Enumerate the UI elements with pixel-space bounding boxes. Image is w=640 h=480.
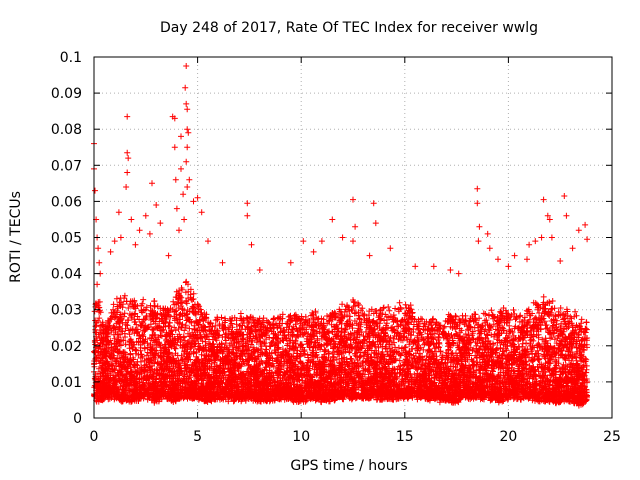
data-point <box>540 293 547 300</box>
data-point <box>96 315 103 322</box>
data-points <box>91 63 591 409</box>
data-point <box>96 298 103 305</box>
data-point <box>181 327 188 334</box>
data-point <box>140 296 147 303</box>
data-point <box>386 307 393 314</box>
data-point <box>339 301 346 308</box>
data-point <box>419 316 426 323</box>
data-point <box>171 345 178 351</box>
data-point <box>420 336 427 343</box>
data-point <box>175 305 182 311</box>
data-point <box>113 295 120 302</box>
data-point <box>583 362 590 369</box>
data-point <box>396 299 403 306</box>
data-point <box>578 316 585 323</box>
data-point <box>344 312 350 319</box>
